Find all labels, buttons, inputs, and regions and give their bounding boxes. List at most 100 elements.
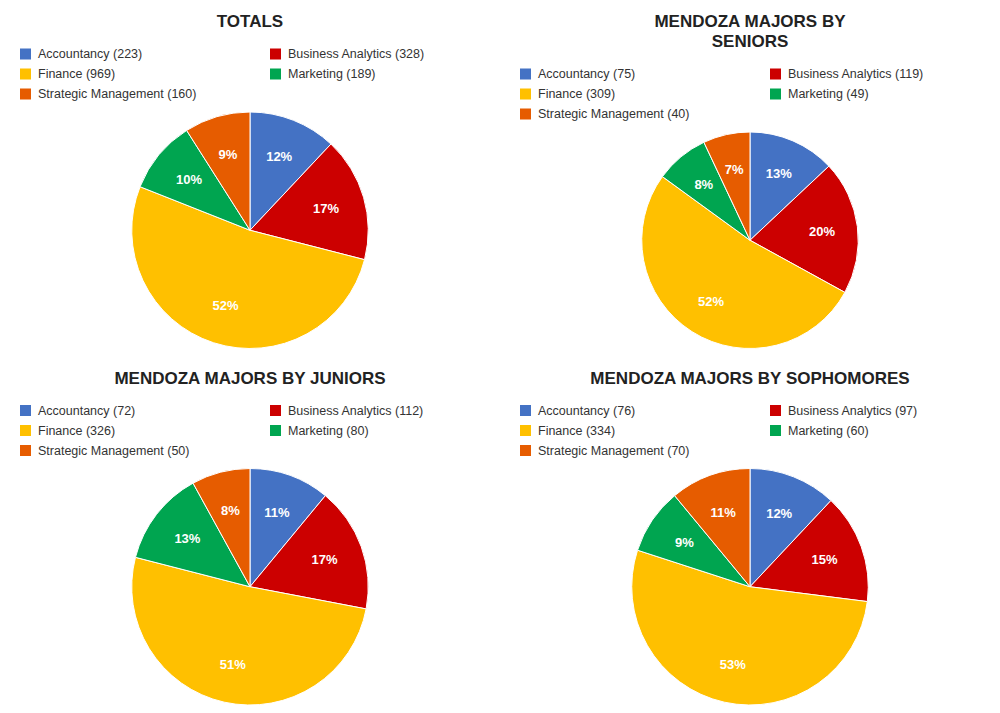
figure: TOTALS Accountancy (223) Business Analytic… xyxy=(0,0,1000,713)
legend-label: Marketing (49) xyxy=(788,87,869,101)
data-label: 7% xyxy=(725,162,744,177)
data-label: 51% xyxy=(220,657,246,672)
pie xyxy=(642,132,859,349)
legend-label: Strategic Management (160) xyxy=(38,87,196,101)
legend-label: Accountancy (72) xyxy=(38,404,135,418)
data-label: 53% xyxy=(720,657,746,672)
legend-item: Accountancy (72) xyxy=(20,404,135,418)
legend-label: Business Analytics (97) xyxy=(788,404,917,418)
title-line: MENDOZA MAJORS BY SOPHOMORES xyxy=(590,369,909,388)
legend-swatch xyxy=(20,425,31,436)
legend-swatch xyxy=(520,445,531,456)
data-label: 17% xyxy=(313,201,339,216)
legend-label: Marketing (189) xyxy=(288,67,376,81)
legend-item: Finance (309) xyxy=(520,87,615,101)
pie xyxy=(632,469,869,706)
pie xyxy=(132,112,368,348)
legend-item: Finance (326) xyxy=(20,424,115,438)
legend-swatch xyxy=(520,425,531,436)
legend-label: Strategic Management (40) xyxy=(538,107,689,121)
legend-label: Finance (326) xyxy=(38,424,115,438)
legend-swatch xyxy=(20,89,31,100)
chart-title: MENDOZA MAJORS BYSENIORS xyxy=(654,12,846,51)
data-label: 13% xyxy=(174,531,200,546)
data-labels: 12%15%53%9%11% xyxy=(675,505,838,672)
data-label: 15% xyxy=(812,552,838,567)
legend-item: Strategic Management (40) xyxy=(520,107,689,121)
title-line: MENDOZA MAJORS BY xyxy=(654,12,846,31)
legend-label: Accountancy (75) xyxy=(538,67,635,81)
legend-item: Finance (969) xyxy=(20,67,115,81)
legend-swatch xyxy=(770,425,781,436)
data-label: 12% xyxy=(266,149,292,164)
title-line: SENIORS xyxy=(712,32,789,51)
legend-item: Marketing (80) xyxy=(270,424,369,438)
legend-swatch xyxy=(770,69,781,80)
legend-label: Business Analytics (119) xyxy=(788,67,923,81)
legend: Accountancy (223) Business Analytics (328… xyxy=(20,47,424,101)
data-labels: 11% 17% 51% 13% 8% xyxy=(174,503,338,672)
title-line: MENDOZA MAJORS BY JUNIORS xyxy=(114,369,385,388)
legend-swatch xyxy=(520,405,531,416)
pie xyxy=(132,469,369,706)
legend-swatch xyxy=(270,49,281,60)
data-label: 8% xyxy=(221,503,240,518)
legend-label: Business Analytics (328) xyxy=(288,47,424,61)
chart-cell: MENDOZA MAJORS BYSENIORS Accountancy (75)… xyxy=(520,12,923,349)
legend-label: Strategic Management (70) xyxy=(538,444,689,458)
legend: Accountancy (72) Business Analytics (112)… xyxy=(20,404,423,458)
legend-item: Business Analytics (97) xyxy=(770,404,917,418)
pie-slice xyxy=(193,469,250,587)
legend-swatch xyxy=(520,89,531,100)
legend-label: Finance (969) xyxy=(38,67,115,81)
legend: Accountancy (75) Business Analytics (119)… xyxy=(520,67,923,121)
legend-swatch xyxy=(520,109,531,120)
data-label: 9% xyxy=(675,535,694,550)
data-labels: 12% 17% 52% 10% 9% xyxy=(176,147,340,313)
data-label: 17% xyxy=(312,552,338,567)
pie-slice xyxy=(187,112,250,230)
data-label: 10% xyxy=(176,172,202,187)
legend-item: Finance (334) xyxy=(520,424,615,438)
legend-swatch xyxy=(270,405,281,416)
legend-item: Marketing (189) xyxy=(270,67,376,81)
legend-swatch xyxy=(20,69,31,80)
data-label: 13% xyxy=(766,166,792,181)
data-label: 20% xyxy=(809,224,835,239)
legend: Accountancy (76) Business Analytics (97) F… xyxy=(520,404,917,458)
legend-item: Business Analytics (112) xyxy=(270,404,423,418)
legend-label: Accountancy (223) xyxy=(38,47,142,61)
chart-cell: MENDOZA MAJORS BY JUNIORS Accountancy (72… xyxy=(20,369,423,706)
data-label: 52% xyxy=(213,298,239,313)
legend-item: Accountancy (223) xyxy=(20,47,142,61)
data-label: 11% xyxy=(711,505,737,520)
legend-item: Marketing (49) xyxy=(770,87,869,101)
legend-swatch xyxy=(20,49,31,60)
chart-title: MENDOZA MAJORS BY JUNIORS xyxy=(114,369,385,388)
legend-item: Accountancy (75) xyxy=(520,67,635,81)
legend-swatch xyxy=(770,89,781,100)
data-labels: 13%20%52%8%7% xyxy=(694,162,835,309)
legend-label: Finance (309) xyxy=(538,87,615,101)
legend-item: Business Analytics (328) xyxy=(270,47,424,61)
legend-label: Marketing (80) xyxy=(288,424,369,438)
legend-swatch xyxy=(270,69,281,80)
chart-title: TOTALS xyxy=(217,12,283,31)
data-label: 11% xyxy=(264,505,290,520)
legend-item: Business Analytics (119) xyxy=(770,67,923,81)
pie-slice xyxy=(675,469,750,587)
legend-item: Strategic Management (160) xyxy=(20,87,196,101)
chart-cell: MENDOZA MAJORS BY SOPHOMORES Accountancy … xyxy=(520,369,917,706)
legend-label: Strategic Management (50) xyxy=(38,444,189,458)
pie-slice xyxy=(750,501,868,602)
legend-label: Business Analytics (112) xyxy=(288,404,423,418)
legend-label: Finance (334) xyxy=(538,424,615,438)
legend-item: Strategic Management (50) xyxy=(20,444,189,458)
title-line: TOTALS xyxy=(217,12,283,31)
legend-swatch xyxy=(770,405,781,416)
legend-swatch xyxy=(20,445,31,456)
data-label: 52% xyxy=(698,294,724,309)
data-label: 9% xyxy=(218,147,237,162)
legend-label: Accountancy (76) xyxy=(538,404,635,418)
legend-swatch xyxy=(20,405,31,416)
